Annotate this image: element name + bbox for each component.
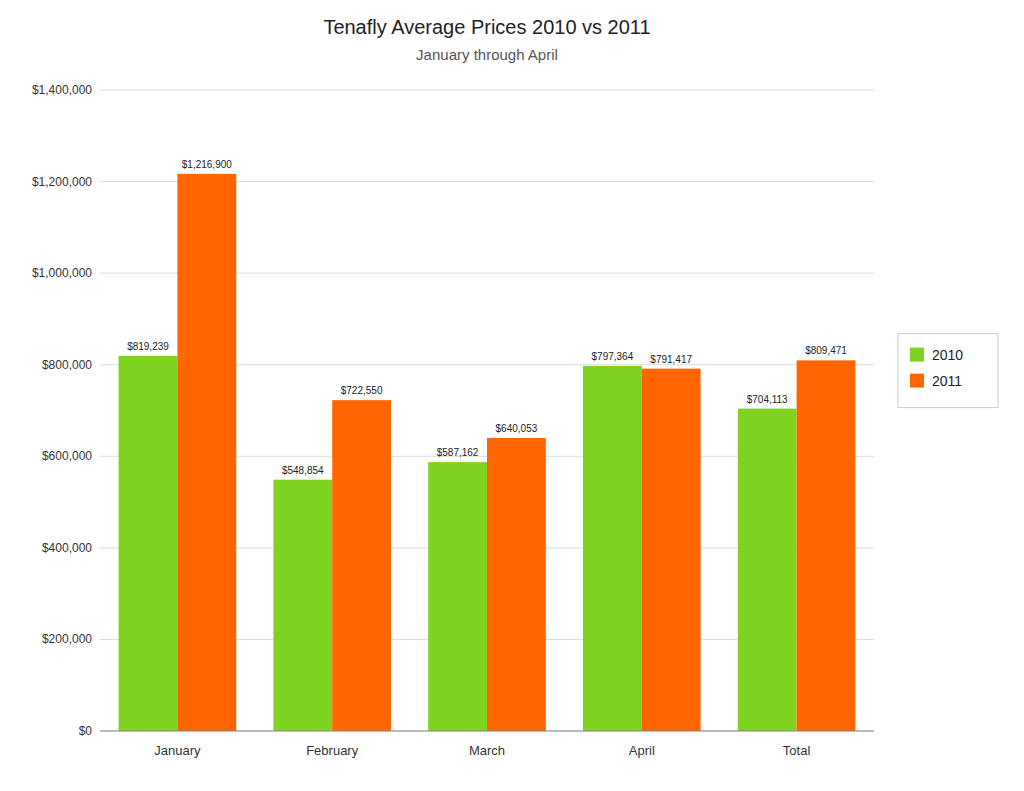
y-axis: $0 $200,000 $400,000 $600,000 $800,000 $1,000… [32,83,874,738]
x-axis-line [100,731,874,732]
data-label: $809,471 [805,345,847,356]
y-tick-label: $0 [79,724,93,738]
bar [119,356,178,731]
legend-label: 2011 [932,373,962,389]
x-axis: January February March April Total [154,743,810,758]
bar [273,480,332,731]
x-tick-label: March [469,743,505,758]
y-tick-label: $1,000,000 [32,266,92,280]
x-tick-label: January [154,743,201,758]
legend: 2010 2011 [898,334,998,408]
bar [487,438,546,731]
data-label: $587,162 [437,447,479,458]
data-label: $797,364 [592,351,634,362]
legend-frame [898,334,998,408]
grid-line [100,90,874,91]
y-tick-label: $800,000 [42,358,92,372]
bar [642,369,701,731]
y-tick-label: $200,000 [42,632,92,646]
bar [332,400,391,731]
bar [177,174,236,731]
bars [119,174,856,731]
y-tick-label: $600,000 [42,449,92,463]
x-tick-label: Total [783,743,811,758]
legend-swatch [910,374,924,388]
bar [738,409,797,731]
y-tick-label: $400,000 [42,541,92,555]
data-label: $791,417 [650,354,692,365]
data-label: $819,239 [127,341,169,352]
chart: Tenafly Average Prices 2010 vs 2011 Janua… [0,0,1024,791]
data-label: $722,550 [341,385,383,396]
bar [428,462,487,731]
legend-swatch [910,348,924,362]
data-labels: $819,239 $548,854 $587,162 $797,364 $704,113… [127,159,847,476]
data-label: $640,053 [496,423,538,434]
data-label: $704,113 [747,394,788,405]
grid-line [100,731,874,732]
subtitle: January through April [416,46,558,63]
legend-label: 2010 [932,347,963,363]
y-tick-label: $1,400,000 [32,83,92,97]
bar [797,360,856,731]
data-label: $548,854 [282,465,324,476]
y-tick-label: $1,200,000 [32,175,92,189]
data-label: $1,216,900 [182,159,232,170]
title: Tenafly Average Prices 2010 vs 2011 [323,16,650,38]
x-tick-label: April [629,743,655,758]
x-tick-label: February [306,743,359,758]
bar [583,366,642,731]
